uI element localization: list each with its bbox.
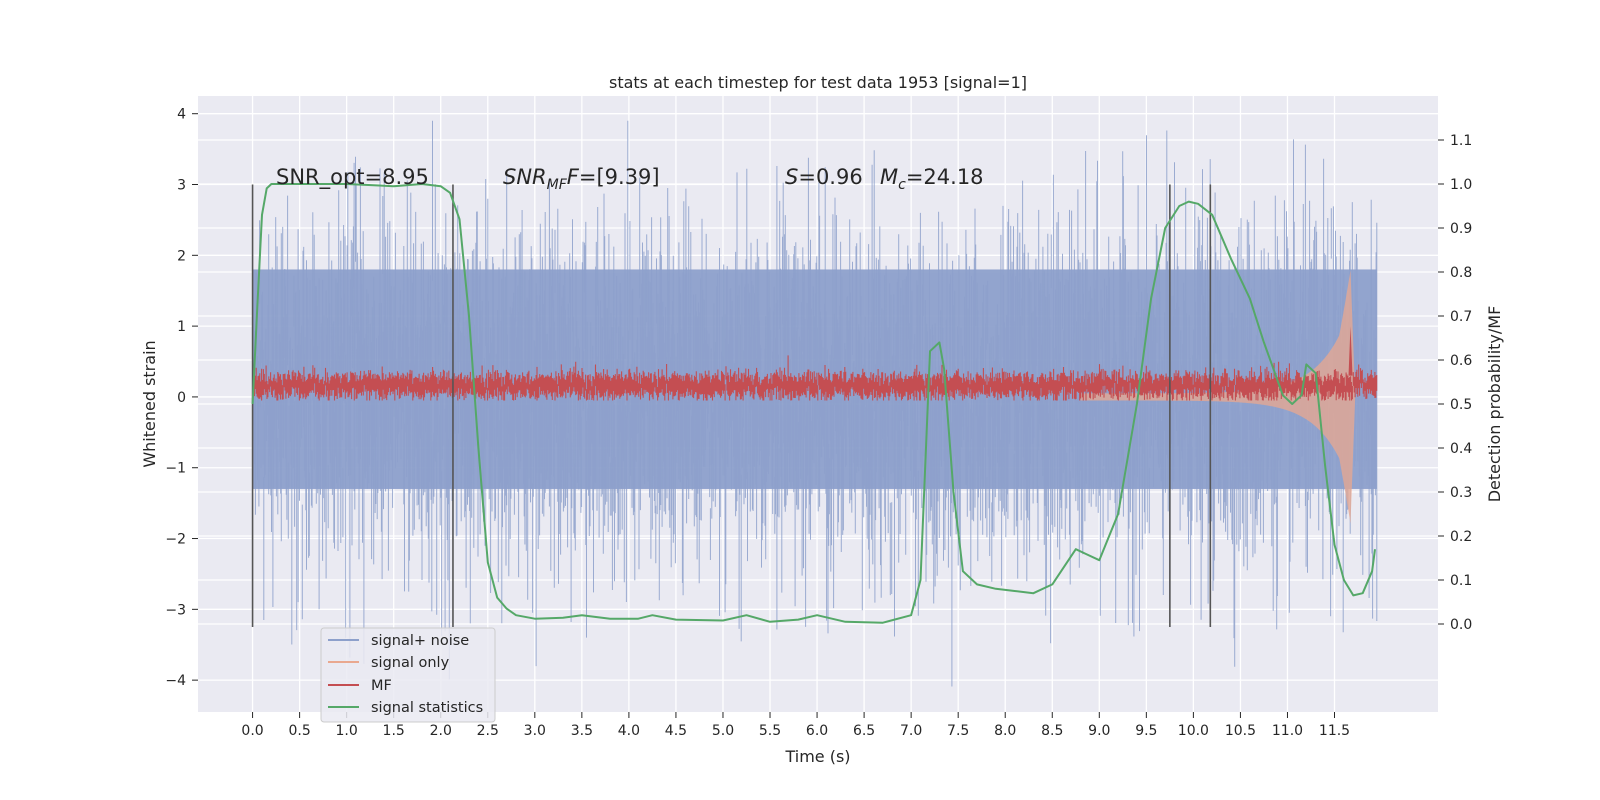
ytick-label: −1 xyxy=(165,461,186,477)
mc-value: =24.18 xyxy=(906,165,984,189)
snr-mf-val: =[9.39] xyxy=(579,165,660,189)
xtick-label: 5.0 xyxy=(712,723,734,739)
xtick-label: 6.0 xyxy=(806,723,828,739)
xtick-label: 0.5 xyxy=(288,723,310,739)
xtick-label: 11.5 xyxy=(1319,723,1350,739)
xtick-label: 11.0 xyxy=(1272,723,1303,739)
y-axis-label: Whitened strain xyxy=(140,340,159,467)
xtick-label: 10.5 xyxy=(1225,723,1256,739)
xtick-label: 3.5 xyxy=(571,723,593,739)
y2tick-label: 1.0 xyxy=(1450,177,1472,193)
ytick-label: 3 xyxy=(177,178,186,194)
ytick-label: 1 xyxy=(177,319,186,335)
legend-label-signal-only: signal only xyxy=(371,655,450,671)
y2tick-label: 0.2 xyxy=(1450,529,1472,545)
annotation-mc: Mc=24.18 xyxy=(880,165,984,193)
mc-sub: c xyxy=(898,177,906,193)
y2tick-label: 0.0 xyxy=(1450,617,1472,633)
snr-mf-sub: MF xyxy=(547,177,568,193)
y2tick-label: 0.3 xyxy=(1450,485,1472,501)
legend-box xyxy=(320,627,496,723)
ytick-label: 4 xyxy=(177,107,186,123)
xtick-label: 1.0 xyxy=(336,723,358,739)
left-y-ticks: 4 3 2 1 0 −1 −2 −3 −4 xyxy=(165,107,198,689)
xtick-label: 4.0 xyxy=(618,723,640,739)
chart-title: stats at each timestep for test data 195… xyxy=(609,73,1027,92)
snr-mf-base: SNR xyxy=(503,165,547,189)
y2-axis-label: Detection probability/MF xyxy=(1485,306,1504,503)
mc-symbol: M xyxy=(880,165,898,189)
xtick-label: 3.0 xyxy=(524,723,546,739)
xtick-label: 0.0 xyxy=(241,723,263,739)
annotation-snr-opt: SNR_opt=8.95 xyxy=(276,165,429,190)
y2tick-label: 0.9 xyxy=(1450,221,1472,237)
vertical-marker-lines xyxy=(251,184,1212,628)
y2tick-label: 0.5 xyxy=(1450,397,1472,413)
series-signal-statistics xyxy=(251,183,1376,624)
xtick-label: 5.5 xyxy=(759,723,781,739)
legend-label-signal-plus-noise: signal+ noise xyxy=(371,633,469,649)
s-symbol: S xyxy=(785,165,798,189)
y2tick-label: 0.6 xyxy=(1450,353,1472,369)
xtick-label: 7.5 xyxy=(947,723,969,739)
annotation-snr-mf: SNRMFF=[9.39] xyxy=(503,165,660,193)
x-ticks: 0.0 0.5 1.0 1.5 2.0 2.5 3.0 3.5 4.0 4.5 5.0 5.5 6.0 6… xyxy=(241,712,1350,739)
legend-label-signal-statistics: signal statistics xyxy=(371,700,483,716)
x-axis-label: Time (s) xyxy=(784,747,850,766)
snr-mf-f: F xyxy=(567,165,580,189)
ytick-label: −3 xyxy=(165,602,186,618)
xtick-label: 2.5 xyxy=(477,723,499,739)
ytick-label: 0 xyxy=(177,390,186,406)
xtick-label: 1.5 xyxy=(383,723,405,739)
annotation-s: S=0.96 xyxy=(785,165,863,189)
xtick-label: 9.5 xyxy=(1135,723,1157,739)
mf-peak xyxy=(1348,326,1353,376)
signal-statistics-line xyxy=(251,183,1376,624)
xtick-label: 2.0 xyxy=(430,723,452,739)
xtick-label: 8.5 xyxy=(1041,723,1063,739)
ytick-label: −4 xyxy=(165,673,186,689)
xtick-label: 9.0 xyxy=(1088,723,1110,739)
y2tick-label: 0.8 xyxy=(1450,265,1472,281)
xtick-label: 4.5 xyxy=(665,723,687,739)
right-y-ticks: 1.1 1.0 0.9 0.8 0.7 0.6 0.5 0.4 0.3 0.2 0.1 0.0 xyxy=(1438,133,1472,633)
y2tick-label: 0.4 xyxy=(1450,441,1472,457)
y2tick-label: 0.1 xyxy=(1450,573,1472,589)
y2tick-label: 0.7 xyxy=(1450,309,1472,325)
legend: signal+ noise signal only MF signal stat… xyxy=(320,627,496,723)
xtick-label: 6.5 xyxy=(853,723,875,739)
y2tick-label: 1.1 xyxy=(1450,133,1472,149)
ytick-label: 2 xyxy=(177,248,186,264)
ytick-label: −2 xyxy=(165,532,186,548)
s-value: =0.96 xyxy=(798,165,862,189)
xtick-label: 7.0 xyxy=(900,723,922,739)
xtick-label: 8.0 xyxy=(994,723,1016,739)
legend-label-mf: MF xyxy=(371,678,392,694)
xtick-label: 10.0 xyxy=(1178,723,1209,739)
